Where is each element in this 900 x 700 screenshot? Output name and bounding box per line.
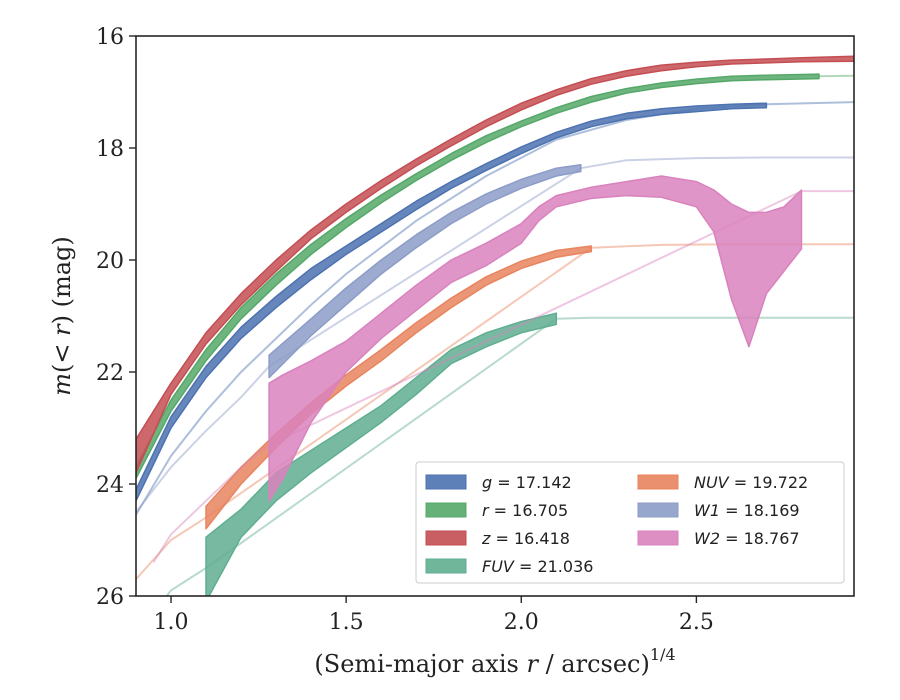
- legend-label-w1: W1 = 18.169: [694, 501, 800, 520]
- series-w1-extension: [136, 156, 854, 513]
- series-w1-band: [268, 164, 582, 379]
- series-z-band: [136, 55, 854, 474]
- x-tick-label: 1.0: [154, 610, 189, 635]
- legend: g = 17.142 r = 16.705 z = 16.418 FUV = 21.0…: [415, 461, 845, 584]
- y-tick-label: 18: [96, 137, 124, 162]
- y-tick-label: 20: [96, 249, 124, 274]
- series-g-band: [136, 102, 768, 502]
- legend-label-w2: W2 = 18.767: [694, 529, 800, 548]
- plot-area: [136, 55, 854, 596]
- y-axis: 16 18 20 22 24 26: [96, 25, 136, 610]
- y-axis-label: m(< r) (mag): [48, 236, 76, 396]
- legend-frame: [415, 461, 845, 584]
- legend-swatch-w1: [637, 502, 679, 518]
- legend-swatch-nuv: [637, 474, 679, 490]
- x-axis-label: (Semi-major axis r / arcsec)1/4: [314, 645, 675, 678]
- legend-swatch-g: [425, 474, 467, 490]
- legend-swatch-z: [425, 530, 467, 546]
- y-tick-label: 26: [96, 585, 124, 610]
- legend-label-g: g = 17.142: [482, 473, 572, 492]
- series-r-extension: [818, 74, 854, 78]
- legend-swatch-fuv: [425, 558, 467, 574]
- series-fuv-band: [205, 312, 558, 596]
- plot-frame: [135, 35, 855, 597]
- y-tick-label: 16: [96, 25, 124, 50]
- legend-label-z: z = 16.418: [481, 529, 570, 548]
- legend-swatch-w2: [637, 530, 679, 546]
- y-tick-label: 22: [96, 361, 124, 386]
- legend-label-nuv: NUV = 19.722: [694, 473, 808, 492]
- x-axis: 1.0 1.5 2.0 2.5: [154, 596, 714, 635]
- x-tick-label: 2.5: [679, 610, 714, 635]
- y-tick-label: 24: [96, 473, 124, 498]
- x-tick-label: 1.5: [329, 610, 364, 635]
- series-r-band: [136, 73, 820, 480]
- legend-label-r: r = 16.705: [482, 501, 568, 520]
- x-tick-label: 2.0: [504, 610, 539, 635]
- legend-label-fuv: FUV = 21.036: [482, 557, 593, 576]
- series-w2-band: [268, 175, 803, 502]
- legend-swatch-r: [425, 502, 467, 518]
